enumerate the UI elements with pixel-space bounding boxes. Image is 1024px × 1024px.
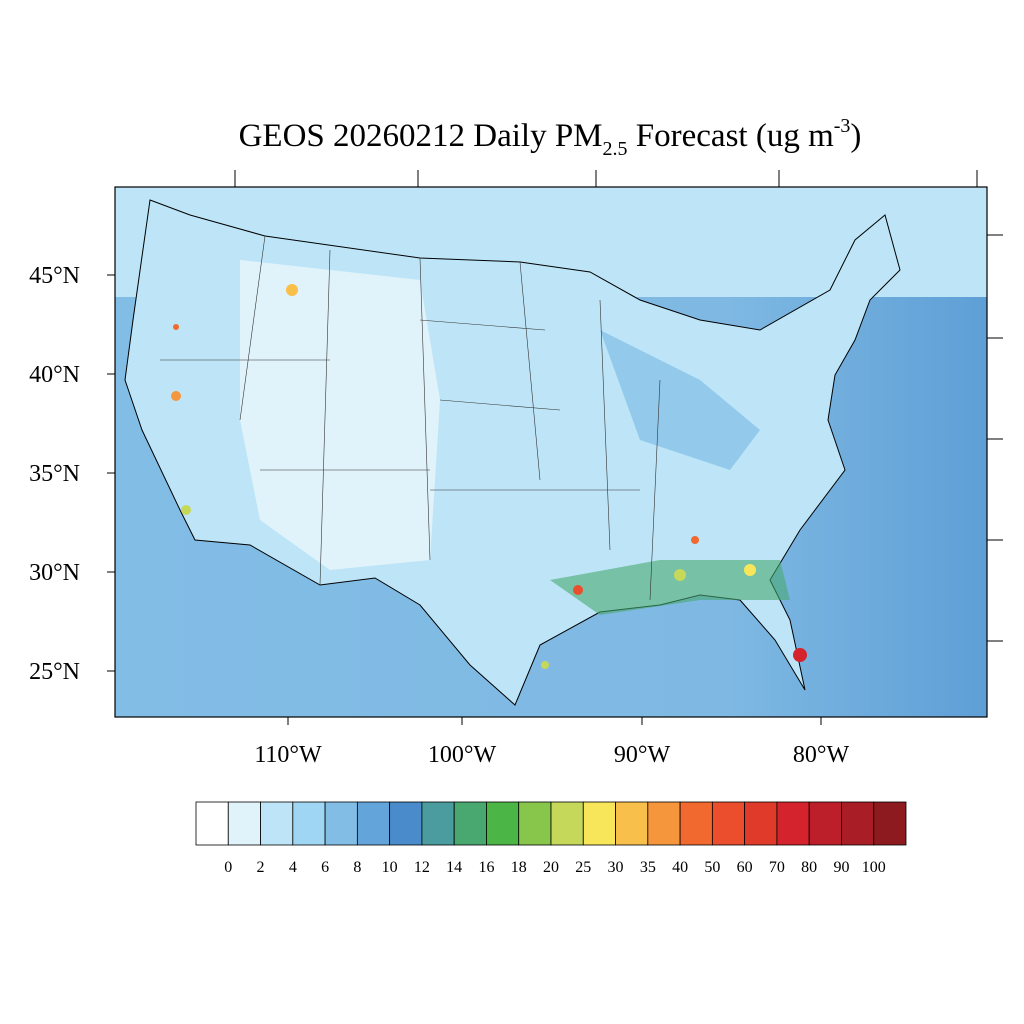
colorbar-swatch (195, 801, 229, 846)
colorbar-swatch (324, 801, 358, 846)
high-region (550, 560, 790, 615)
colorbar-label: 12 (414, 859, 430, 876)
title: GEOS 20260212 Daily PM2.5 Forecast (ug m… (239, 115, 862, 160)
colorbar-label: 2 (257, 859, 265, 876)
colorbar-swatch (808, 801, 842, 846)
colorbar-label: 35 (640, 859, 656, 876)
title-text: Forecast (ug m (628, 118, 835, 154)
colorbar-swatch (518, 801, 552, 846)
colorbar-label: 8 (353, 859, 361, 876)
colorbar-label: 90 (833, 859, 849, 876)
colorbar-swatch (227, 801, 261, 846)
colorbar-swatch (679, 801, 713, 846)
lon-label: 80°W (793, 742, 850, 768)
title-text: ) (850, 118, 861, 154)
title-subscript: 2.5 (603, 138, 628, 160)
colorbar-swatch (647, 801, 681, 846)
hotspots (171, 284, 807, 669)
colorbar-swatch (292, 801, 326, 846)
colorbar-label: 40 (672, 859, 688, 876)
lat-label: 45°N (29, 263, 80, 289)
colorbar-label: 4 (289, 859, 297, 876)
colorbar-swatch (776, 801, 810, 846)
colorbar-swatch (486, 801, 520, 846)
colorbar-label: 0 (224, 859, 232, 876)
lat-label: 25°N (29, 659, 80, 685)
lat-label: 35°N (29, 461, 80, 487)
colorbar-swatch (711, 801, 746, 846)
colorbar-label: 10 (382, 859, 398, 876)
colorbar-swatch (744, 801, 778, 846)
lat-label: 40°N (29, 362, 80, 388)
map (115, 187, 987, 717)
colorbar-swatch (356, 801, 391, 846)
lat-label: 30°N (29, 560, 80, 586)
colorbar-swatch (873, 801, 907, 846)
lon-label: 100°W (428, 742, 497, 768)
colorbar-label: 30 (608, 859, 624, 876)
colorbar-label: 18 (511, 859, 527, 876)
map-frame (114, 186, 988, 718)
lon-label: 90°W (614, 742, 671, 768)
colorbar-swatch (389, 801, 423, 846)
colorbar-label: 80 (801, 859, 817, 876)
colorbar-swatch (260, 801, 294, 846)
colorbar-label: 50 (704, 859, 720, 876)
colorbar-label: 25 (575, 859, 591, 876)
colorbar-label: 70 (769, 859, 785, 876)
colorbar-label: 16 (478, 859, 494, 876)
colorbar-swatch (615, 801, 649, 846)
lon-label: 110°W (254, 742, 322, 768)
colorbar-swatch (582, 801, 616, 846)
colorbar-label: 6 (321, 859, 329, 876)
colorbar-label: 60 (737, 859, 753, 876)
colorbar-swatch (550, 801, 584, 846)
colorbar-label: 20 (543, 859, 559, 876)
mid-region (600, 330, 760, 470)
colorbar-label: 14 (446, 859, 462, 876)
title-superscript: -3 (834, 115, 851, 137)
colorbar-swatch (421, 801, 455, 846)
colorbar-swatch (841, 801, 875, 846)
state-lines (160, 235, 661, 601)
low-region (240, 260, 440, 570)
colorbar-swatch (453, 801, 487, 846)
title-text: GEOS 20260212 Daily PM (239, 118, 603, 154)
colorbar-label: 100 (862, 859, 886, 876)
